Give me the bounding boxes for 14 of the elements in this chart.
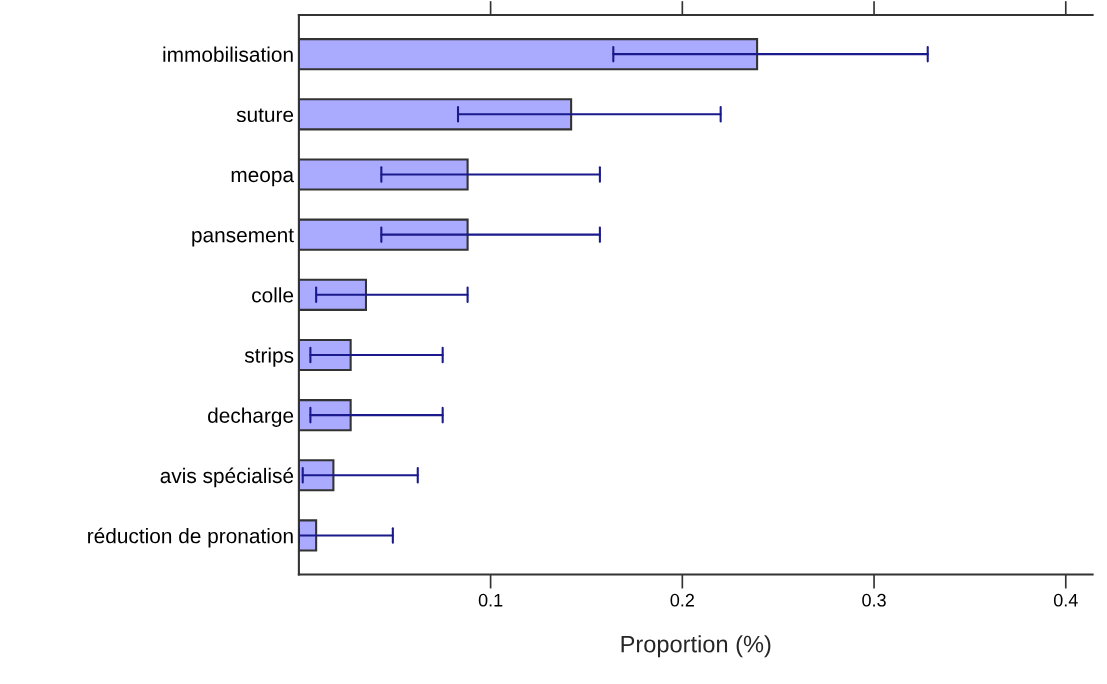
y-tick-label: réduction de pronation bbox=[88, 527, 293, 548]
y-tick-label: strips bbox=[244, 347, 294, 367]
y-tick-label: colle bbox=[252, 287, 294, 303]
x-tick-label: 0.3 bbox=[862, 593, 886, 607]
y-tick-label: pansement bbox=[192, 228, 294, 247]
y-tick-label: suture bbox=[236, 108, 294, 123]
x-axis-title: Proportion (%) bbox=[621, 635, 771, 658]
y-tick-label: decharge bbox=[208, 407, 294, 427]
y-tick-label: immobilisation bbox=[163, 46, 293, 62]
y-tick-label: avis spécialisé bbox=[160, 467, 294, 488]
x-tick-label: 0.2 bbox=[670, 593, 694, 607]
x-tick-label: 0.4 bbox=[1053, 593, 1078, 607]
x-tick-label: 0.1 bbox=[478, 593, 503, 607]
y-tick-label: meopa bbox=[231, 170, 295, 187]
